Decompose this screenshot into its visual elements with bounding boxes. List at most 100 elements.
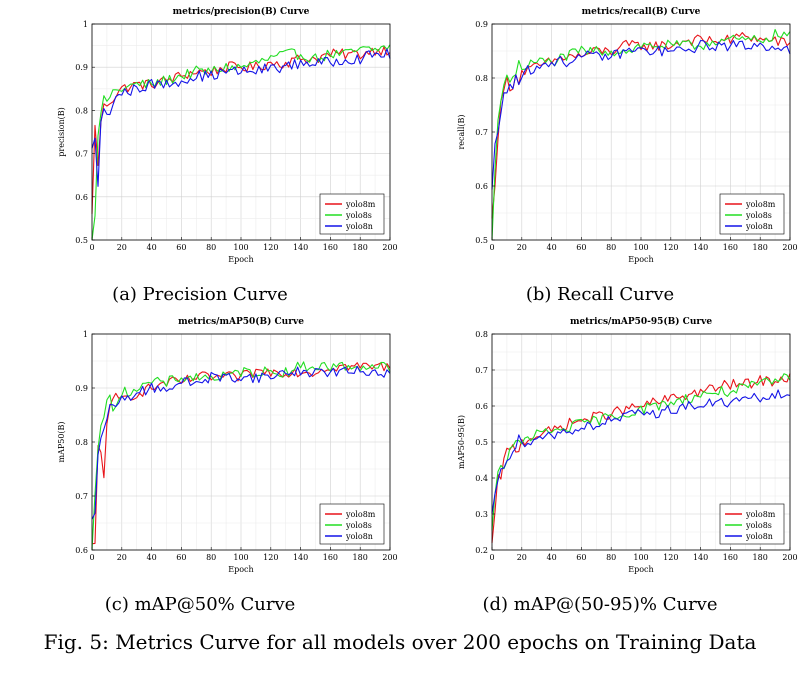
chart-title: metrics/mAP50-95(B) Curve: [570, 316, 712, 327]
chart-panel-map50: metrics/mAP50(B) Curve 0 20 40 60 80 100 120 140…: [0, 310, 400, 620]
x-axis-label: Epoch: [628, 565, 653, 574]
x-tick-label: 100: [633, 553, 648, 562]
x-tick-label: 200: [382, 243, 397, 252]
series-line-yolo8s: [491, 373, 791, 531]
x-tick-label: 140: [293, 553, 308, 562]
legend: yolo8m yolo8s yolo8n: [319, 193, 385, 235]
chart-panel-recall: metrics/recall(B) Curve 0 20 40 60 80 100 120 14…: [400, 0, 800, 310]
y-tick-label: 0.9: [75, 384, 88, 393]
legend-box: [719, 503, 785, 545]
series-line-yolo8n: [91, 48, 391, 187]
legend-label-yolo8m: yolo8m: [345, 200, 376, 209]
x-tick-label: 140: [693, 553, 708, 562]
x-tick-label: 40: [547, 553, 557, 562]
x-tick-label: 20: [117, 243, 127, 252]
x-tick-label: 160: [723, 553, 738, 562]
x-tick-label: 80: [606, 553, 616, 562]
x-tick-label: 20: [117, 553, 127, 562]
y-tick-label: 0.4: [475, 474, 488, 483]
y-tick-label: 0.7: [75, 492, 88, 501]
legend-box: [319, 503, 385, 545]
y-tick-label: 0.8: [75, 106, 88, 115]
x-tick-label: 200: [782, 243, 797, 252]
legend-box: [719, 193, 785, 235]
legend-box: [319, 193, 385, 235]
x-tick-label: 80: [606, 243, 616, 252]
x-tick-label: 160: [323, 553, 338, 562]
legend-label-yolo8n: yolo8n: [345, 532, 373, 541]
x-tick-label: 140: [693, 243, 708, 252]
subfigure-caption: (a) Precision Curve: [112, 284, 288, 305]
x-axis-label: Epoch: [628, 255, 653, 264]
legend-label-yolo8n: yolo8n: [345, 222, 373, 231]
series-line-yolo8n: [91, 365, 391, 520]
x-tick-label: 40: [147, 553, 157, 562]
x-tick-label: 0: [489, 553, 494, 562]
x-tick-label: 40: [147, 243, 157, 252]
x-tick-label: 100: [233, 243, 248, 252]
subfigure-caption: (c) mAP@50% Curve: [104, 594, 296, 615]
legend-label-yolo8s: yolo8s: [345, 521, 372, 530]
x-tick-label: 180: [353, 243, 368, 252]
x-axis-label: Epoch: [228, 565, 253, 574]
y-tick-label: 0.7: [475, 128, 488, 137]
x-tick-label: 0: [89, 243, 94, 252]
legend-label-yolo8n: yolo8n: [745, 532, 773, 541]
y-tick-label: 0.7: [475, 366, 488, 375]
x-tick-label: 60: [576, 243, 586, 252]
x-tick-label: 200: [382, 553, 397, 562]
chart-title: metrics/precision(B) Curve: [173, 6, 310, 17]
x-tick-label: 120: [263, 243, 278, 252]
y-tick-label: 0.7: [75, 150, 88, 159]
x-tick-label: 20: [517, 553, 527, 562]
legend-label-yolo8m: yolo8m: [745, 510, 776, 519]
y-tick-label: 0.6: [75, 193, 88, 202]
legend-label-yolo8n: yolo8n: [745, 222, 773, 231]
y-tick-label: 0.8: [475, 74, 488, 83]
y-tick-label: 0.9: [75, 63, 88, 72]
x-tick-label: 120: [663, 553, 678, 562]
figure-caption: Fig. 5: Metrics Curve for all models ove…: [43, 630, 757, 654]
y-tick-label: 0.5: [475, 236, 488, 245]
chart-map50-95: metrics/mAP50-95(B) Curve 0 20 40 60 80 100 120…: [457, 316, 798, 574]
legend-label-yolo8s: yolo8s: [345, 211, 372, 220]
y-tick-label: 0.8: [475, 330, 488, 339]
x-tick-label: 20: [517, 243, 527, 252]
y-tick-label: 0.6: [475, 402, 488, 411]
y-axis-label: mAP50(B): [57, 421, 66, 462]
x-tick-label: 80: [206, 553, 216, 562]
series-line-yolo8s: [91, 361, 391, 551]
x-tick-label: 200: [782, 553, 797, 562]
legend-label-yolo8s: yolo8s: [745, 521, 772, 530]
x-tick-label: 60: [176, 553, 186, 562]
x-tick-label: 0: [89, 553, 94, 562]
y-tick-label: 1: [83, 20, 88, 29]
x-tick-label: 0: [489, 243, 494, 252]
legend-label-yolo8m: yolo8m: [345, 510, 376, 519]
x-axis-label: Epoch: [228, 255, 253, 264]
y-tick-label: 0.6: [475, 182, 488, 191]
series-line-yolo8n: [491, 389, 791, 514]
legend: yolo8m yolo8s yolo8n: [719, 503, 785, 545]
legend: yolo8m yolo8s yolo8n: [319, 503, 385, 545]
chart-panel-map50-95: metrics/mAP50-95(B) Curve 0 20 40 60 80 100 120…: [400, 310, 800, 620]
series-line-yolo8s: [91, 44, 391, 241]
series-line-yolo8m: [91, 362, 391, 545]
x-tick-label: 80: [206, 243, 216, 252]
chart-map50: metrics/mAP50(B) Curve 0 20 40 60 80 100 120 140…: [57, 316, 398, 574]
chart-title: metrics/recall(B) Curve: [582, 6, 701, 17]
y-tick-label: 0.2: [475, 546, 488, 555]
y-axis-label: recall(B): [457, 114, 466, 149]
x-tick-label: 180: [753, 243, 768, 252]
y-tick-label: 0.9: [475, 20, 488, 29]
legend: yolo8m yolo8s yolo8n: [719, 193, 785, 235]
x-tick-label: 160: [323, 243, 338, 252]
x-tick-label: 140: [293, 243, 308, 252]
legend-label-yolo8s: yolo8s: [745, 211, 772, 220]
y-axis-label: precision(B): [57, 107, 66, 156]
y-tick-label: 1: [83, 330, 88, 339]
y-tick-label: 0.6: [75, 546, 88, 555]
legend-label-yolo8m: yolo8m: [745, 200, 776, 209]
y-tick-label: 0.5: [475, 438, 488, 447]
